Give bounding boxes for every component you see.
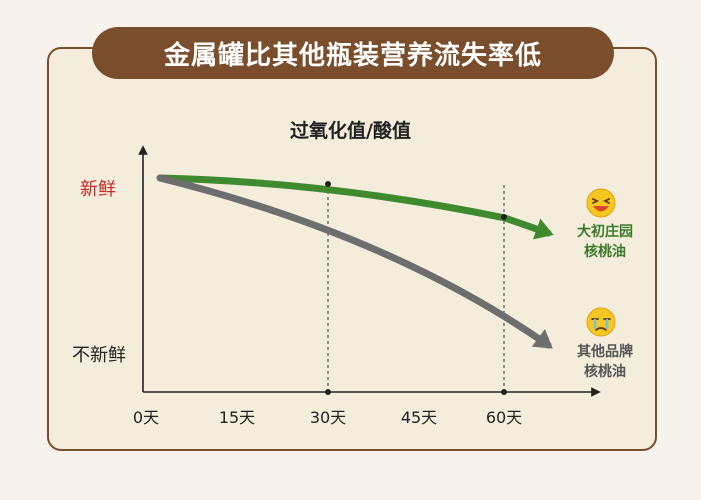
sad-emoji-icon: [586, 307, 616, 337]
legend-our-brand-line1: 大初庄园: [577, 224, 633, 240]
series-point: [501, 214, 507, 220]
legend-other-brand: 其他品牌 核桃油: [565, 342, 645, 382]
series-arrowhead: [531, 329, 553, 349]
laughing-emoji-icon: [586, 188, 616, 218]
banner-title: 金属罐比其他瓶装营养流失率低: [92, 27, 614, 79]
x-axis-marker-dot: [325, 389, 331, 395]
chart-title: 过氧化值/酸值: [290, 120, 411, 142]
x-axis-marker-dot: [501, 389, 507, 395]
x-tick-label: 60天: [485, 408, 523, 427]
series-arrowhead: [533, 218, 554, 240]
x-tick-label: 30天: [309, 408, 347, 427]
chart-card: [47, 47, 657, 451]
series-line: [156, 174, 552, 237]
x-tick-label: 45天: [400, 408, 438, 427]
y-label-fresh: 新鲜: [80, 179, 116, 200]
x-tick-label: 15天: [218, 408, 256, 427]
series-line: [156, 174, 552, 349]
legend-our-brand-line2: 核桃油: [584, 244, 626, 260]
legend-other-brand-line1: 其他品牌: [577, 344, 633, 360]
legend-other-brand-line2: 核桃油: [584, 364, 626, 380]
legend-our-brand: 大初庄园 核桃油: [565, 222, 645, 262]
x-tick-label: 0天: [132, 408, 160, 427]
y-label-not-fresh: 不新鲜: [72, 345, 126, 366]
series-point: [325, 181, 331, 187]
